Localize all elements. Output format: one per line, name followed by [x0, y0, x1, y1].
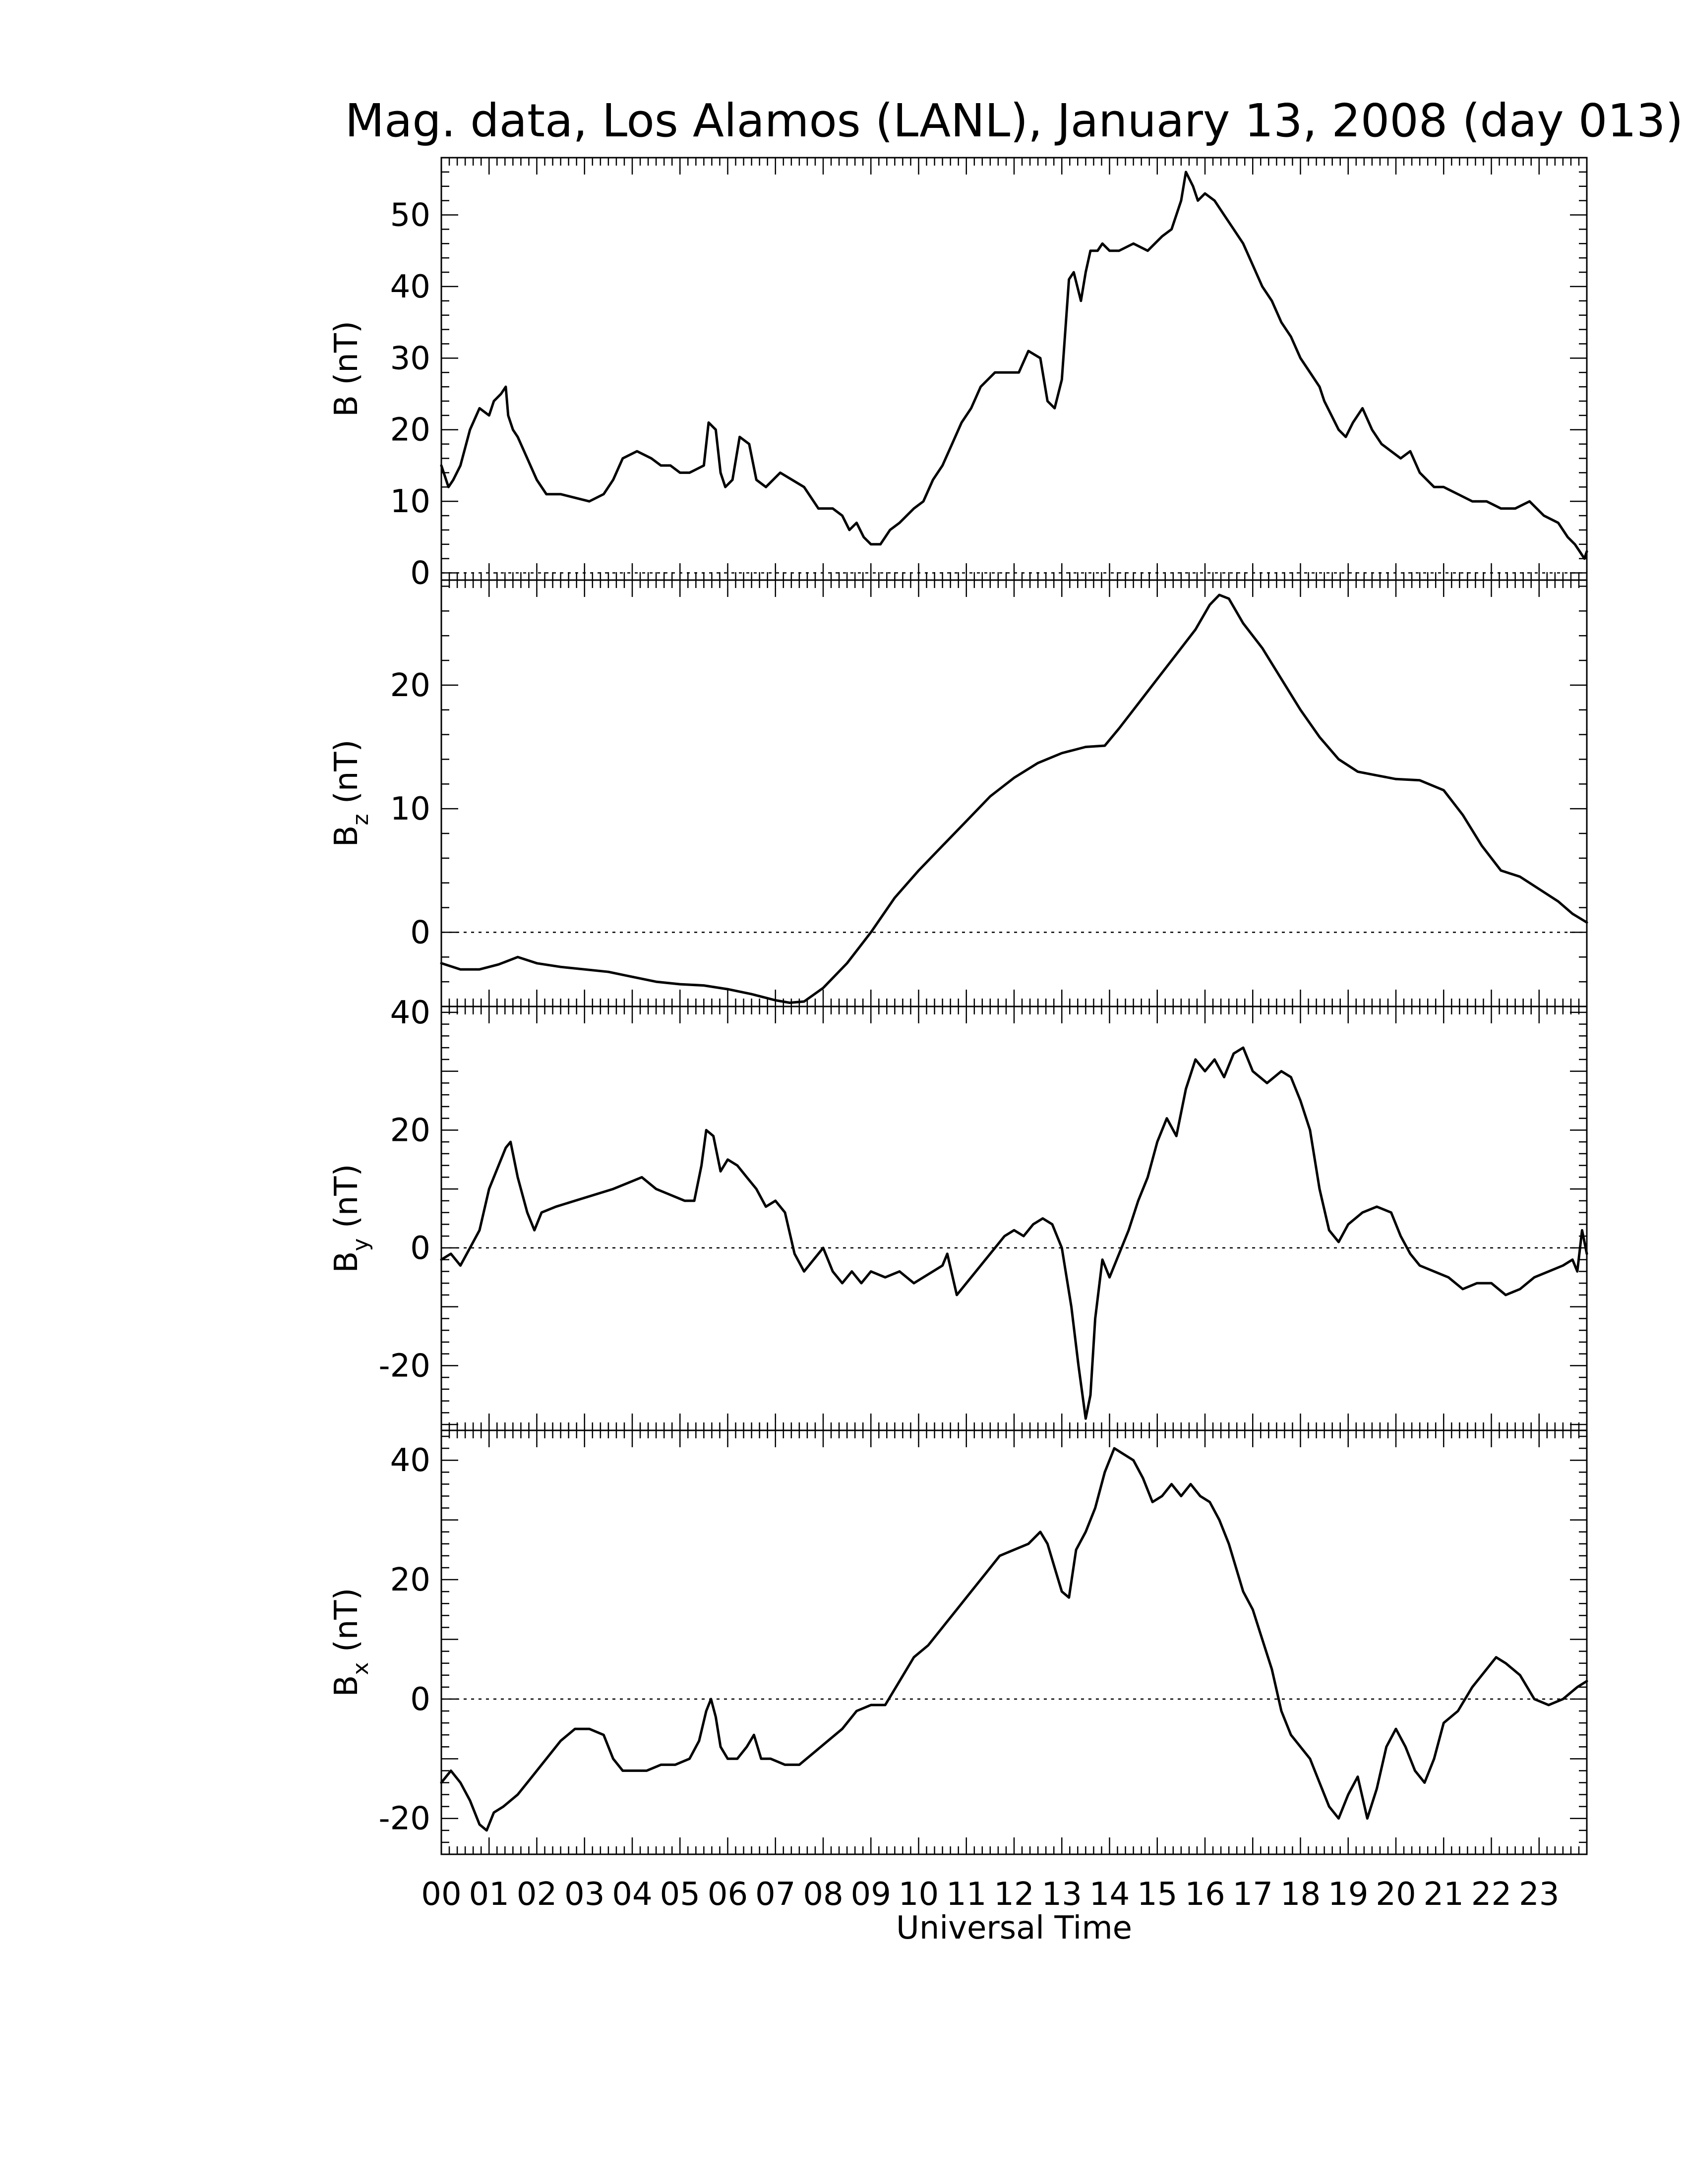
x-tick-label: 10 — [899, 1876, 939, 1913]
x-tick-label: 07 — [755, 1876, 795, 1913]
y-axis-label-unit: (nT) — [328, 740, 365, 814]
series-line-Bz — [440, 593, 1588, 1004]
y-tick-label-Bx: 0 — [410, 1681, 430, 1718]
x-tick-label: 01 — [469, 1876, 509, 1913]
y-tick-label-B: 40 — [390, 269, 430, 305]
x-tick-label: 17 — [1233, 1876, 1273, 1913]
y-tick-label-B: 0 — [410, 555, 430, 592]
x-tick-label: 09 — [851, 1876, 891, 1913]
y-axis-label-main: B — [328, 1675, 365, 1697]
series-line-Bx — [440, 1447, 1588, 1832]
y-axis-label-main: B — [328, 1251, 365, 1273]
y-axis-label-Bz: Bz (nT) — [328, 740, 373, 847]
y-axis-label-Bx: Bx (nT) — [328, 1588, 373, 1697]
y-tick-label-Bz: 0 — [410, 914, 430, 951]
panel-Bx: -20 0 20 40 Bx (nT) — [328, 1429, 1588, 1855]
y-axis-label-main: B — [328, 826, 365, 847]
x-tick-label: 03 — [564, 1876, 604, 1913]
y-tick-label-B: 50 — [390, 197, 430, 234]
y-tick-label-Bz: 20 — [390, 667, 430, 704]
y-axis-label-B: B (nT) — [328, 321, 365, 417]
panel-B: 0 10 20 30 40 50 B (nT) — [328, 157, 1588, 592]
x-tick-label: 16 — [1185, 1876, 1225, 1913]
y-axis-label-By: By (nT) — [328, 1164, 373, 1273]
series-line-By — [440, 1046, 1588, 1420]
x-tick-label: 14 — [1089, 1876, 1130, 1913]
y-tick-label-Bz: 10 — [390, 791, 430, 827]
x-tick-label: 08 — [803, 1876, 843, 1913]
y-axis-label-sub: z — [348, 814, 373, 825]
y-tick-label-By: 20 — [390, 1112, 430, 1149]
y-axis-label-sub: x — [348, 1662, 373, 1675]
y-tick-label-Bx: 20 — [390, 1562, 430, 1598]
chart-title: Mag. data, Los Alamos (LANL), January 13… — [345, 94, 1684, 147]
y-axis-label-unit: (nT) — [328, 1588, 365, 1662]
y-tick-label-By: 40 — [390, 995, 430, 1031]
x-tick-label: 04 — [612, 1876, 652, 1913]
x-tick-label: 21 — [1424, 1876, 1464, 1913]
y-tick-label-B: 20 — [390, 412, 430, 449]
y-axis-label-main: B — [328, 395, 365, 417]
y-tick-label-By: -20 — [378, 1348, 430, 1384]
panel-By: -20 0 20 40 By (nT) — [328, 995, 1588, 1431]
x-tick-label: 18 — [1280, 1876, 1321, 1913]
x-tick-label: 02 — [517, 1876, 557, 1913]
x-axis-label: Universal Time — [896, 1910, 1132, 1947]
x-tick-label: 20 — [1376, 1876, 1416, 1913]
x-tick-label: 13 — [1042, 1876, 1082, 1913]
y-tick-label-Bx: -20 — [378, 1801, 430, 1837]
y-tick-label-Bx: 40 — [390, 1442, 430, 1479]
x-tick-labels: 00 01 02 03 04 05 06 07 08 09 10 11 12 13 14 15 16 17 18 19… — [421, 1876, 1559, 1913]
x-tick-label: 00 — [421, 1876, 461, 1913]
panel-Bz: 0 10 20 Bz (nT) — [328, 579, 1588, 1007]
y-tick-label-B: 30 — [390, 340, 430, 377]
y-axis-label-unit: (nT) — [328, 1164, 365, 1239]
x-tick-label: 22 — [1471, 1876, 1511, 1913]
x-tick-label: 23 — [1519, 1876, 1559, 1913]
x-tick-label: 06 — [708, 1876, 748, 1913]
x-tick-label: 05 — [660, 1876, 700, 1913]
x-tick-label: 15 — [1137, 1876, 1177, 1913]
y-tick-label-B: 10 — [390, 483, 430, 520]
x-tick-label: 12 — [994, 1876, 1034, 1913]
y-axis-label-sub: y — [348, 1238, 373, 1251]
x-tick-label: 11 — [946, 1876, 986, 1913]
y-tick-label-By: 0 — [410, 1230, 430, 1267]
x-tick-label: 19 — [1328, 1876, 1368, 1913]
y-axis-label-unit: (nT) — [328, 321, 365, 395]
series-line-B — [440, 171, 1588, 560]
